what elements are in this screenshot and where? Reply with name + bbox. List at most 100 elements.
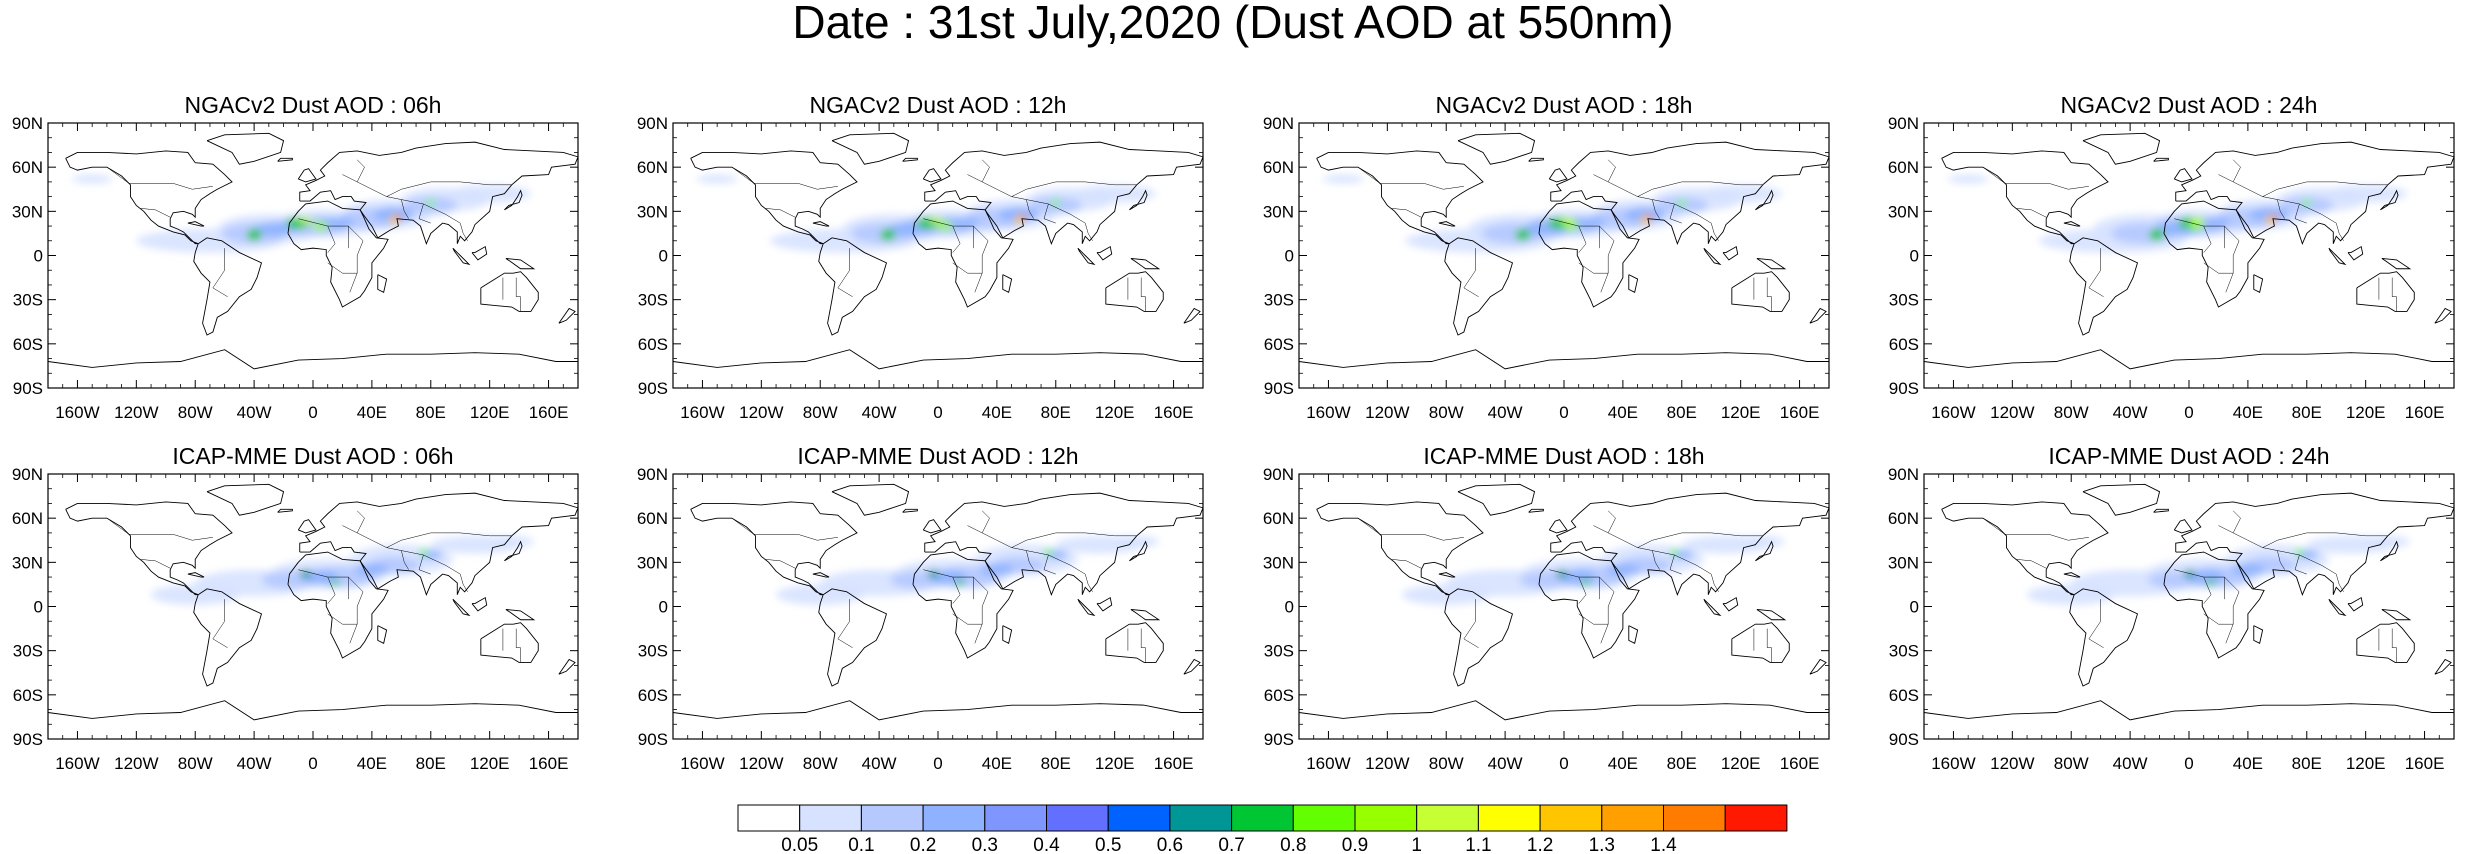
lat-label: 30S xyxy=(638,291,668,310)
country-border xyxy=(348,576,364,644)
dust-patch xyxy=(1051,199,1061,206)
country-border xyxy=(1637,181,1763,197)
country-border xyxy=(140,208,171,218)
colorbar-label: 1.4 xyxy=(1650,835,1677,854)
colorbar-swatch xyxy=(1539,804,1603,832)
lon-label: 40E xyxy=(2233,403,2263,422)
coastline xyxy=(2082,132,2161,165)
country-border xyxy=(2335,223,2344,241)
colorbar-label: 0.3 xyxy=(972,835,998,854)
coastline xyxy=(922,168,942,183)
lat-label: 30S xyxy=(638,642,668,661)
colorbar-swatch xyxy=(860,804,924,832)
country-border xyxy=(342,159,365,183)
lon-label: 0 xyxy=(1559,754,1568,773)
country-border xyxy=(2088,599,2104,648)
country-border xyxy=(418,203,431,224)
coastline xyxy=(1809,307,1827,324)
coastline xyxy=(2163,200,2265,308)
lat-label: 60N xyxy=(12,158,43,177)
dust-patch xyxy=(313,221,328,231)
lon-label: 40E xyxy=(982,754,1012,773)
coastline xyxy=(2380,540,2399,562)
lon-label: 160E xyxy=(1780,754,1820,773)
panel-title: ICAP-MME Dust AOD : 12h xyxy=(797,443,1078,469)
coastline xyxy=(2069,237,2139,336)
lon-label: 120E xyxy=(470,754,510,773)
dust-patch xyxy=(2280,196,2334,215)
coastline xyxy=(2434,307,2452,324)
colorbar-label: 0.1 xyxy=(848,835,874,854)
colorbar-swatch xyxy=(1663,804,1726,832)
lat-label: 30S xyxy=(1264,291,1294,310)
coastline xyxy=(924,492,1204,596)
map-frame xyxy=(672,122,1204,389)
coastline xyxy=(2328,598,2347,617)
lon-label: 120W xyxy=(739,754,783,773)
dust-patch xyxy=(2190,217,2205,224)
dust-patch xyxy=(1559,217,1575,224)
lon-label: 40E xyxy=(357,403,387,422)
coastline xyxy=(1628,274,1639,293)
country-border xyxy=(1357,166,1464,190)
lon-label: 80E xyxy=(1667,754,1697,773)
lat-label: 90S xyxy=(13,379,43,398)
colorbar-label: 0.5 xyxy=(1095,835,1121,854)
dust-patch xyxy=(1322,174,1364,184)
coastline xyxy=(1923,349,2454,370)
coastline xyxy=(2069,588,2139,687)
dust-patch xyxy=(298,217,313,224)
coastline xyxy=(1096,596,1113,612)
lon-label: 120W xyxy=(114,754,158,773)
dust-patch xyxy=(1605,563,1641,576)
lon-label: 40W xyxy=(862,754,897,773)
colorbar-swatch xyxy=(1046,804,1109,832)
coastline xyxy=(1130,257,1161,270)
lat-label: 30S xyxy=(1264,642,1294,661)
country-border xyxy=(1084,223,1093,241)
lat-label: 60N xyxy=(1263,158,1294,177)
country-border xyxy=(298,569,349,600)
coastline xyxy=(1077,247,1096,266)
country-border xyxy=(1011,532,1137,548)
coastlines xyxy=(47,483,579,721)
lon-label: 160W xyxy=(55,403,99,422)
lat-label: 90S xyxy=(1889,730,1919,749)
coastline xyxy=(1129,189,1148,211)
coastline xyxy=(287,551,389,659)
lon-label: 120W xyxy=(739,403,783,422)
dust-patch xyxy=(1581,580,1591,586)
country-border xyxy=(327,225,336,253)
lon-label: 40W xyxy=(2113,403,2148,422)
coastline xyxy=(1002,274,1013,293)
lat-label: 30N xyxy=(12,202,43,221)
country-border xyxy=(1652,550,1660,570)
country-border xyxy=(1710,574,1719,592)
coastlines xyxy=(1298,483,1830,721)
coastline xyxy=(2380,189,2399,211)
country-border xyxy=(2016,559,2047,569)
dust-patch xyxy=(1740,535,1785,548)
country-border xyxy=(952,576,961,604)
country-border xyxy=(1043,554,1056,575)
coastline xyxy=(2381,608,2412,621)
lon-label: 0 xyxy=(308,403,317,422)
dust-patch xyxy=(354,563,390,576)
lon-label: 160W xyxy=(1306,754,1350,773)
coastline xyxy=(902,508,918,513)
colorbar-label: 1.1 xyxy=(1465,835,1491,854)
coastline xyxy=(2153,508,2169,513)
country-border xyxy=(952,262,983,274)
coastline xyxy=(690,150,858,245)
coastline xyxy=(1756,608,1787,621)
coastline xyxy=(187,221,205,227)
country-border xyxy=(1026,550,1034,570)
coastline xyxy=(2356,622,2415,663)
country-border xyxy=(837,599,853,648)
dust-patch xyxy=(299,569,312,579)
dust-patch xyxy=(2206,580,2216,586)
panel-title: NGACv2 Dust AOD : 06h xyxy=(185,92,442,118)
country-border xyxy=(1982,166,2089,190)
map-frame xyxy=(672,473,1204,740)
country-border xyxy=(515,628,521,663)
